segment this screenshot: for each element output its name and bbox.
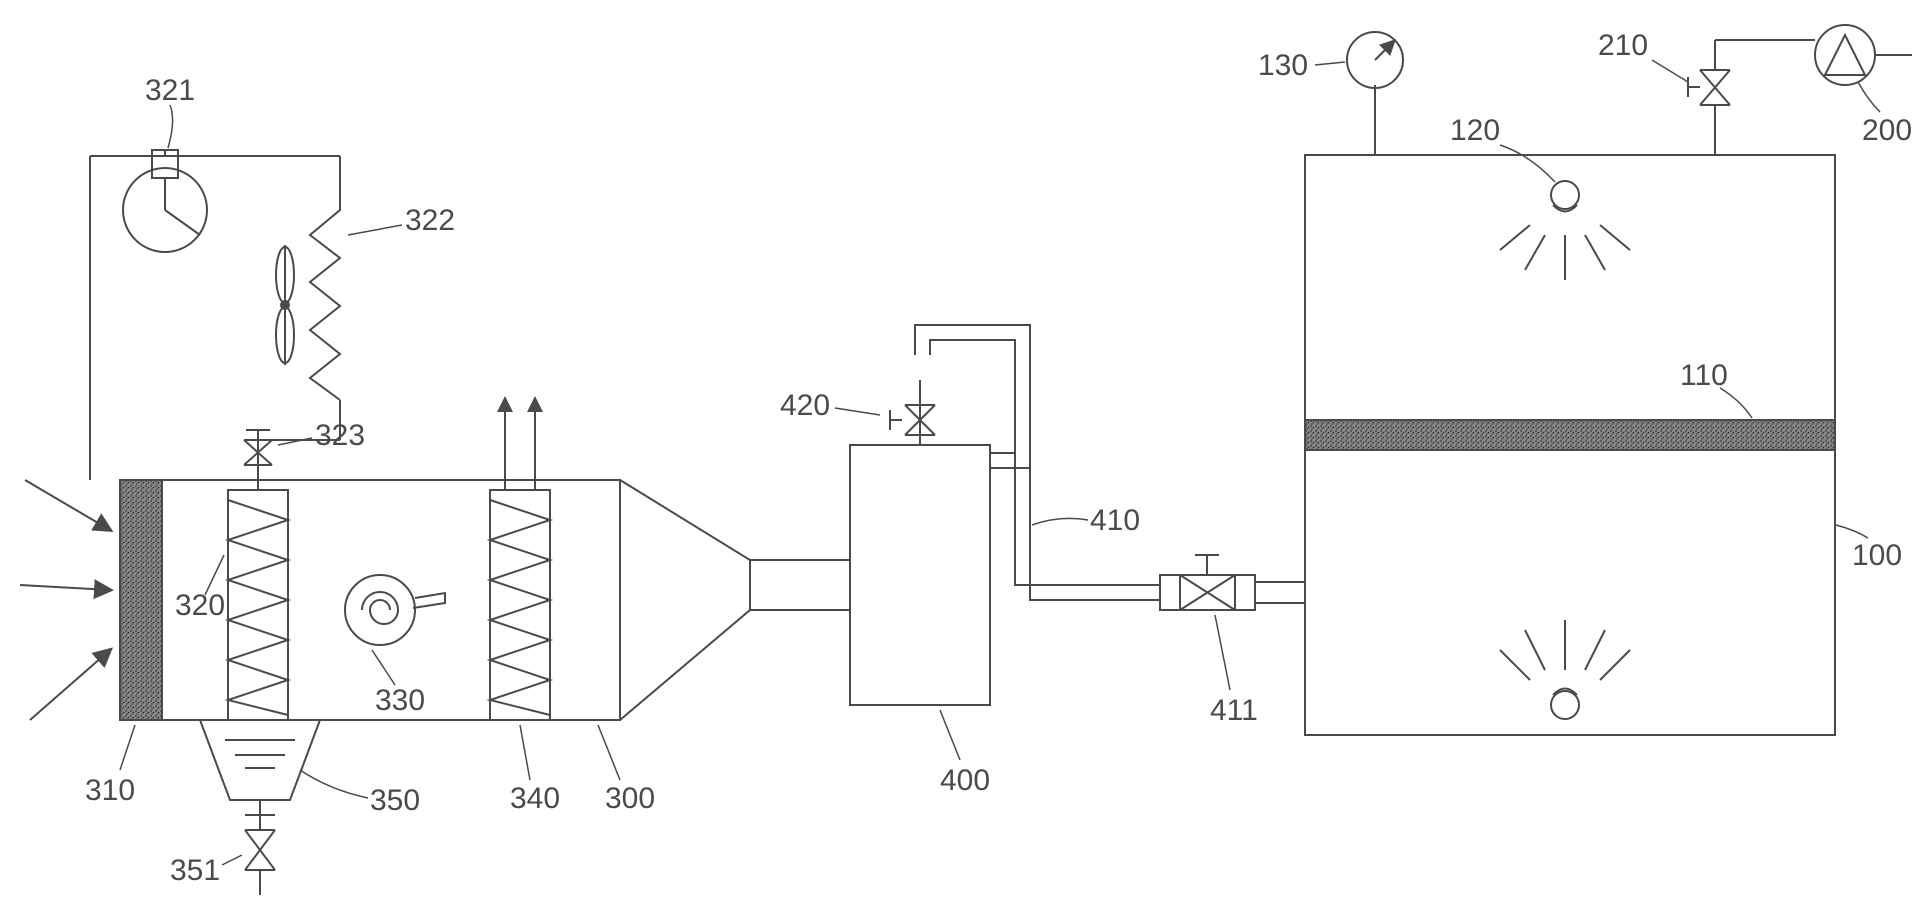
label-323: 323 (315, 419, 365, 452)
inlet-arrow (20, 585, 110, 590)
nozzle-120 (1500, 181, 1630, 280)
valve-210 (1688, 40, 1730, 155)
labels-group: 321 322 323 320 330 310 350 351 340 300 … (85, 29, 1912, 887)
label-200: 200 (1862, 114, 1912, 147)
coil-320 (228, 500, 288, 715)
schematic-diagram: 321 322 323 320 330 310 350 351 340 300 … (0, 0, 1912, 902)
label-310: 310 (85, 774, 135, 807)
label-351: 351 (170, 854, 220, 887)
label-210: 210 (1598, 29, 1648, 62)
valve-323 (244, 430, 272, 465)
label-340: 340 (510, 782, 560, 815)
unit-400 (850, 445, 990, 705)
gauge-130 (1347, 32, 1403, 155)
inlet-arrow (30, 650, 110, 720)
label-400: 400 (940, 764, 990, 797)
label-330: 330 (375, 684, 425, 717)
label-300: 300 (605, 782, 655, 815)
label-410: 410 (1090, 504, 1140, 537)
label-322: 322 (405, 204, 455, 237)
label-411: 411 (1210, 694, 1258, 727)
valve-411 (1160, 555, 1255, 610)
band-110 (1305, 420, 1835, 450)
label-100: 100 (1852, 539, 1902, 572)
pipe-410 (915, 325, 1160, 600)
label-110: 110 (1680, 359, 1728, 392)
label-320: 320 (175, 589, 225, 622)
drain-350 (200, 720, 320, 800)
pump-200 (1715, 25, 1912, 85)
label-350: 350 (370, 784, 420, 817)
propeller-icon (276, 245, 294, 365)
label-420: 420 (780, 389, 830, 422)
label-321: 321 (145, 74, 195, 107)
refrig-loop (90, 150, 340, 490)
compressor-321 (123, 150, 207, 252)
valve-351 (245, 815, 275, 870)
nozzle-bottom (1500, 620, 1630, 719)
coil-340 (490, 500, 550, 715)
inlet-arrow (25, 480, 110, 530)
filter-310 (120, 480, 162, 720)
fan-330 (345, 575, 445, 645)
condenser-322 (310, 156, 340, 400)
unit-300 (20, 400, 750, 895)
label-120: 120 (1450, 114, 1500, 147)
label-130: 130 (1258, 49, 1308, 82)
valve-420 (890, 405, 935, 435)
chamber-100 (1305, 155, 1835, 735)
